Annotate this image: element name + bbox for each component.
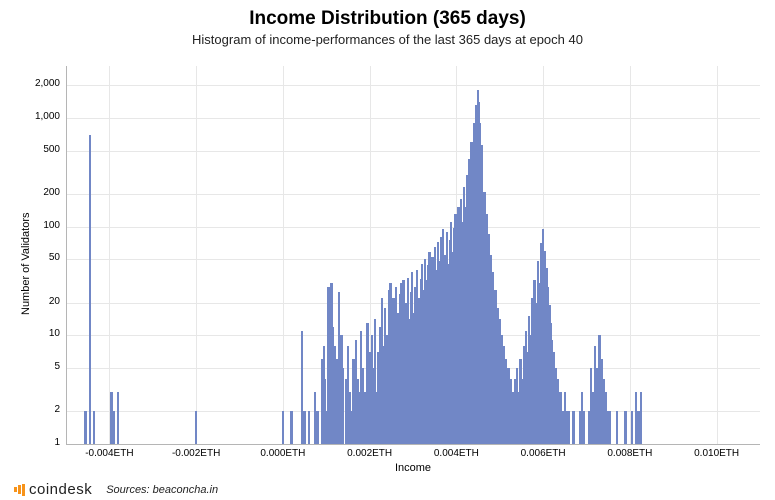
histogram-bar	[316, 411, 318, 444]
histogram-bar	[572, 411, 574, 444]
histogram-bar	[84, 411, 86, 444]
footer: coindesk Sources: beaconcha.in	[14, 481, 218, 498]
gridline-vertical	[283, 66, 284, 444]
gridline-horizontal	[66, 118, 760, 119]
gridline-horizontal	[66, 227, 760, 228]
histogram-bar	[117, 392, 119, 444]
histogram-bar	[93, 411, 95, 444]
y-axis-label: Number of Validators	[20, 212, 32, 315]
x-axis-label: Income	[373, 462, 453, 474]
x-axis-line	[66, 444, 760, 445]
coindesk-logo-icon	[14, 484, 25, 496]
x-tick-label: 0.000ETH	[253, 448, 313, 459]
x-tick-label: 0.002ETH	[340, 448, 400, 459]
y-tick-label: 2	[10, 404, 60, 415]
histogram-bar	[640, 392, 642, 444]
chart-title: Income Distribution (365 days)	[0, 8, 775, 30]
y-tick-label: 5	[10, 361, 60, 372]
logo-text: coindesk	[29, 481, 92, 498]
x-tick-label: 0.006ETH	[513, 448, 573, 459]
histogram-bar	[624, 411, 626, 444]
histogram-bar	[583, 411, 585, 444]
y-axis-line	[66, 66, 67, 444]
chart-subtitle: Histogram of income-performances of the …	[0, 32, 775, 47]
y-tick-label: 20	[10, 296, 60, 307]
y-tick-label: 2,000	[10, 78, 60, 89]
x-tick-label: 0.010ETH	[687, 448, 747, 459]
y-tick-label: 500	[10, 144, 60, 155]
histogram-bar	[616, 411, 618, 444]
source-text: Sources: beaconcha.in	[106, 484, 218, 496]
gridline-vertical	[196, 66, 197, 444]
histogram-bar	[195, 411, 197, 444]
histogram-bar	[290, 411, 292, 444]
histogram-bar	[631, 411, 633, 444]
histogram-bar	[308, 411, 310, 444]
histogram-bar	[282, 411, 284, 444]
histogram-bar	[89, 135, 91, 444]
y-tick-label: 1,000	[10, 111, 60, 122]
coindesk-logo: coindesk	[14, 481, 92, 498]
histogram-bar	[342, 368, 344, 444]
gridline-horizontal	[66, 194, 760, 195]
gridline-horizontal	[66, 259, 760, 260]
gridline-vertical	[109, 66, 110, 444]
gridline-vertical	[630, 66, 631, 444]
x-tick-label: 0.008ETH	[600, 448, 660, 459]
y-tick-label: 50	[10, 252, 60, 263]
chart-container: Income Distribution (365 days) Histogram…	[0, 8, 775, 500]
histogram-bar	[609, 411, 611, 444]
y-tick-label: 100	[10, 220, 60, 231]
y-tick-label: 200	[10, 187, 60, 198]
gridline-vertical	[717, 66, 718, 444]
histogram-bar	[568, 411, 570, 444]
gridline-horizontal	[66, 151, 760, 152]
x-tick-label: 0.004ETH	[426, 448, 486, 459]
y-tick-label: 1	[10, 437, 60, 448]
histogram-bar	[303, 411, 305, 444]
plot-area: 1251020501002005001,0002,000-0.004ETH-0.…	[66, 66, 760, 444]
x-tick-label: -0.004ETH	[79, 448, 139, 459]
gridline-horizontal	[66, 85, 760, 86]
x-tick-label: -0.002ETH	[166, 448, 226, 459]
y-tick-label: 10	[10, 328, 60, 339]
histogram-bar	[113, 411, 115, 444]
